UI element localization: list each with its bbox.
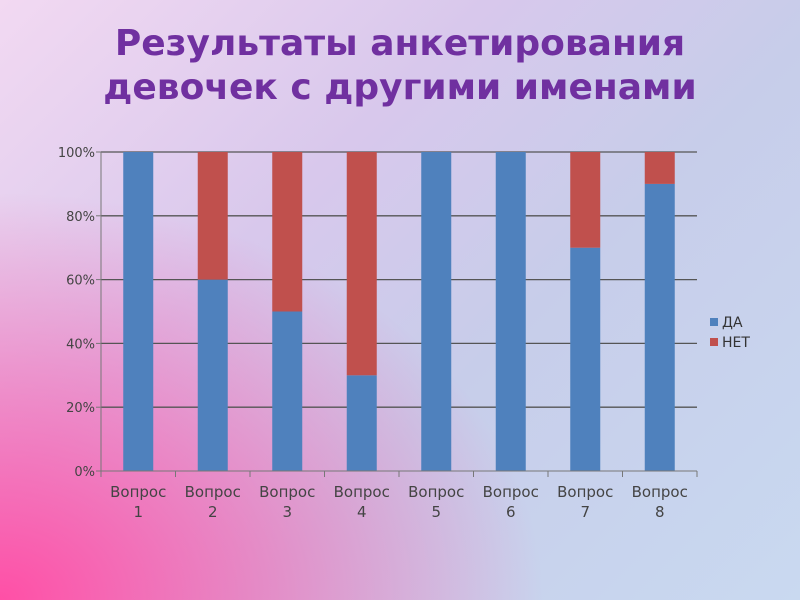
slide-title: Результаты анкетирования девочек с други… [0,22,800,110]
title-line-2: девочек с другими именами [103,67,697,108]
legend-swatch [710,318,718,326]
bar-da-3 [272,311,303,471]
x-tick-label: Вопрос 3 [259,483,315,521]
y-tick-label: 100% [58,146,95,161]
bar-da-7 [570,247,601,471]
y-tick-label: 20% [66,401,95,416]
x-tick-label: Вопрос 7 [557,483,613,521]
x-tick-label: Вопрос 6 [483,483,539,521]
bar-net-3 [272,152,303,312]
y-tick-label: 60% [66,274,95,289]
x-tick-label: Вопрос 8 [632,483,688,521]
bar-net-7 [570,152,601,248]
x-tick-label: Вопрос 2 [185,483,241,521]
bar-da-6 [495,152,526,471]
legend: ДА НЕТ [710,315,750,351]
y-tick-label: 80% [66,210,95,225]
x-tick-label: Вопрос 1 [110,483,166,521]
bar-net-4 [346,152,377,376]
bar-net-8 [644,152,675,184]
axes: 0% 20% 40% 60% 80% 100% Вопрос 1 Вопрос 2 Вопрос 3 В… [58,146,698,521]
bar-da-1 [123,152,154,471]
bar-da-2 [197,279,228,471]
gridlines [101,151,697,408]
y-tick-label: 0% [74,465,95,480]
bar-net-2 [197,152,228,280]
legend-label: ДА [722,315,743,331]
bar-da-8 [644,183,675,471]
bar-da-4 [346,375,377,471]
bar-da-5 [421,152,452,471]
bars [123,152,675,471]
x-tick-label: Вопрос 5 [408,483,464,521]
title-line-1: Результаты анкетирования [114,23,686,64]
y-tick-label: 40% [66,337,95,352]
x-tick-label: Вопрос 4 [334,483,390,521]
legend-label: НЕТ [722,335,750,351]
legend-swatch [710,338,718,346]
